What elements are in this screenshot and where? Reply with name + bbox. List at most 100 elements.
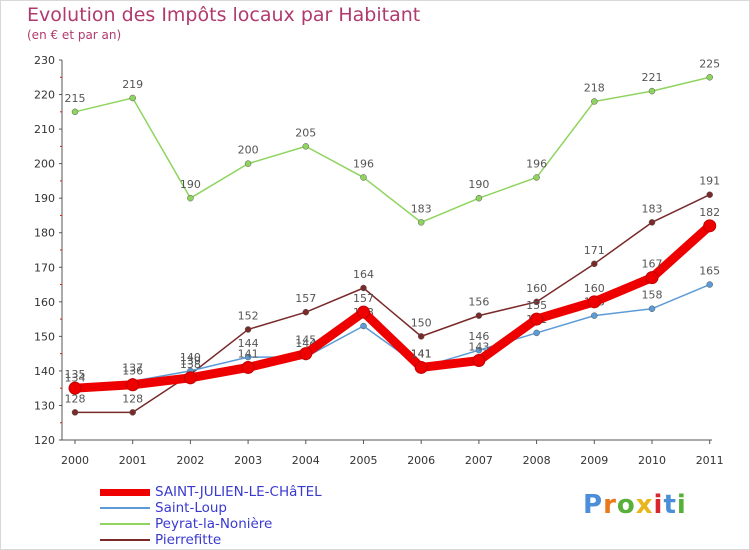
data-point [475,194,483,202]
data-label: 146 [468,330,489,343]
y-tick-label: 150 [34,330,55,343]
x-tick-label: 2011 [696,454,724,467]
y-tick-label: 180 [34,227,55,240]
legend-swatch [100,507,150,509]
data-point [533,174,540,181]
data-point [533,298,540,306]
data-point [417,333,425,340]
legend-label: SAINT-JULIEN-LE-CHâTEL [155,484,322,500]
data-point [299,347,313,361]
data-label: 164 [353,268,374,281]
data-point [472,354,486,368]
logo-letter: r [603,490,617,520]
data-point [187,194,194,202]
x-tick-label: 2007 [465,454,493,467]
data-point [648,305,656,312]
x-tick-label: 2005 [350,454,378,467]
data-point [302,143,310,150]
legend-swatch [100,523,150,525]
chart-title: Evolution des Impôts locaux par Habitant [27,4,421,26]
data-point [129,409,136,416]
data-label: 140 [180,351,201,364]
data-point [703,219,717,233]
data-label: 158 [642,289,663,302]
data-label: 157 [295,292,316,305]
logo-letter: i [653,490,664,520]
data-label: 136 [122,365,143,378]
data-label: 165 [699,265,720,278]
data-point [183,371,197,385]
series-line [74,283,711,393]
data-label: 141 [238,347,259,360]
data-point [530,312,544,326]
data-label: 196 [526,157,547,170]
data-label: 183 [411,202,432,215]
legend-label: Peyrat-la-Nonière [155,516,273,532]
series-line [74,76,711,224]
data-point [244,353,252,361]
y-tick-label: 220 [34,89,55,102]
y-tick-label: 130 [34,399,55,412]
data-label: 196 [353,157,374,170]
data-label: 167 [642,258,663,271]
data-label: 144 [238,337,259,350]
logo-letter: P [583,490,604,520]
data-point [706,191,713,198]
data-point [645,271,659,285]
data-point [244,326,252,333]
data-point [302,308,310,316]
data-point [360,174,367,181]
y-tick-label: 160 [34,296,55,309]
proxiti-logo: Proxiti [583,490,687,520]
data-point [244,160,252,167]
x-tick-label: 2000 [61,454,89,467]
x-tick-label: 2008 [523,454,551,467]
data-point [648,87,656,95]
y-tick-label: 210 [34,123,55,136]
data-point [475,346,483,354]
data-point [71,409,79,416]
data-label: 128 [65,392,86,405]
logo-letter: t [663,490,677,520]
x-tick-label: 2001 [119,454,147,467]
data-label: 183 [642,202,663,215]
data-point [591,312,598,319]
data-label: 134 [65,372,86,385]
data-label: 137 [122,361,143,374]
x-tick-label: 2002 [176,454,204,467]
x-tick-label: 2006 [407,454,435,467]
legend-label: Pierrefitte [155,532,222,548]
data-label: 152 [238,309,259,322]
data-point [68,381,82,395]
data-label: 160 [526,282,547,295]
data-label: 143 [468,341,489,354]
data-point [71,108,79,116]
legend-swatch [100,489,150,496]
data-label: 171 [584,244,605,257]
data-label: 205 [295,126,316,139]
data-label: 128 [122,392,143,405]
data-label: 138 [180,358,201,371]
y-tick-label: 120 [34,434,55,447]
data-point [360,284,367,292]
logo-letter: x [635,490,654,520]
logo-letter: o [616,490,636,520]
x-tick-label: 2009 [580,454,608,467]
data-label: 156 [468,296,489,309]
data-label: 150 [411,316,432,329]
data-label: 135 [65,368,86,381]
data-label: 218 [584,81,605,94]
series-line [70,221,715,393]
data-point [126,378,140,392]
data-label: 200 [238,144,259,157]
legend-swatch [100,539,150,541]
y-tick-label: 170 [34,261,55,274]
data-point [706,74,713,81]
x-tick-label: 2010 [638,454,666,467]
y-tick-label: 230 [34,54,55,67]
data-label: 139 [180,354,201,367]
data-point [475,312,483,319]
data-label: 141 [411,347,432,360]
data-point [648,219,656,226]
